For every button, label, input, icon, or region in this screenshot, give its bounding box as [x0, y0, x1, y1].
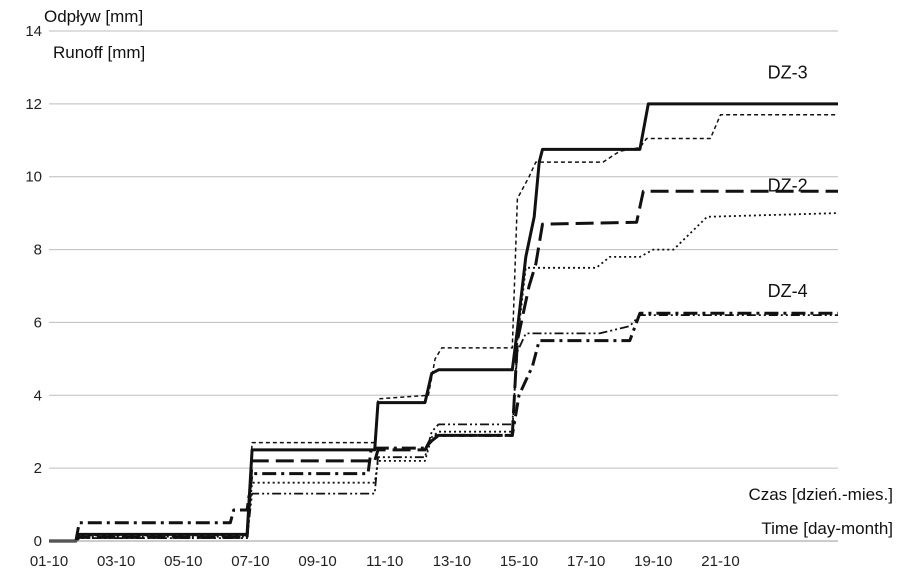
x-tick-label: 15-10: [500, 553, 538, 570]
x-tick-label: 11-10: [366, 553, 403, 570]
x-tick-label: 05-10: [164, 553, 202, 570]
annotation-dz-3: DZ-3: [768, 62, 808, 82]
x-tick-label: 09-10: [298, 553, 336, 570]
y-tick-label: 6: [34, 314, 42, 331]
series-line-long-dash: [49, 189, 838, 543]
series-line-dash-dot-dot: [49, 314, 838, 542]
annotation-dz-2: DZ-2: [768, 175, 808, 195]
y-tick-label: 2: [34, 460, 42, 477]
x-tick-label: 21-10: [701, 553, 739, 570]
series-annotations: DZ-3 DZ-2 DZ-4: [768, 62, 808, 301]
x-tick-label: 07-10: [231, 553, 269, 570]
x-tick-label: 03-10: [97, 553, 135, 570]
y-tick-label: 8: [34, 242, 42, 259]
y-tick-label: 12: [25, 96, 42, 113]
y-axis-label-pl: Odpływ [mm]: [44, 7, 143, 26]
x-axis-label-en: Time [day-month]: [761, 519, 893, 538]
y-tick-label: 14: [25, 23, 42, 40]
grid-lines: [49, 30, 838, 469]
x-tick-label: 19-10: [634, 553, 672, 570]
y-tick-label: 4: [34, 387, 42, 404]
y-axis-label-en: Runoff [mm]: [53, 43, 145, 62]
series-line-dashed-fine: [49, 114, 838, 542]
series-lines: [49, 102, 839, 543]
x-tick-label: 01-10: [30, 553, 68, 570]
y-tick-label: 10: [25, 169, 42, 186]
series-line-dotted: [49, 212, 839, 542]
series-line-dash-dot: [49, 311, 838, 543]
x-tick-labels: 01-10 03-10 05-10 07-10 09-10 11-10 13-10 15-10…: [30, 553, 740, 570]
y-tick-label: 0: [34, 533, 42, 550]
x-axis-label-pl: Czas [dzień.-mies.]: [748, 485, 893, 504]
x-tick-label: 13-10: [433, 553, 471, 570]
x-tick-label: 17-10: [567, 553, 605, 570]
annotation-dz-4: DZ-4: [768, 281, 808, 301]
y-tick-labels: 0 2 4 6 8 10 12 14: [25, 23, 42, 550]
